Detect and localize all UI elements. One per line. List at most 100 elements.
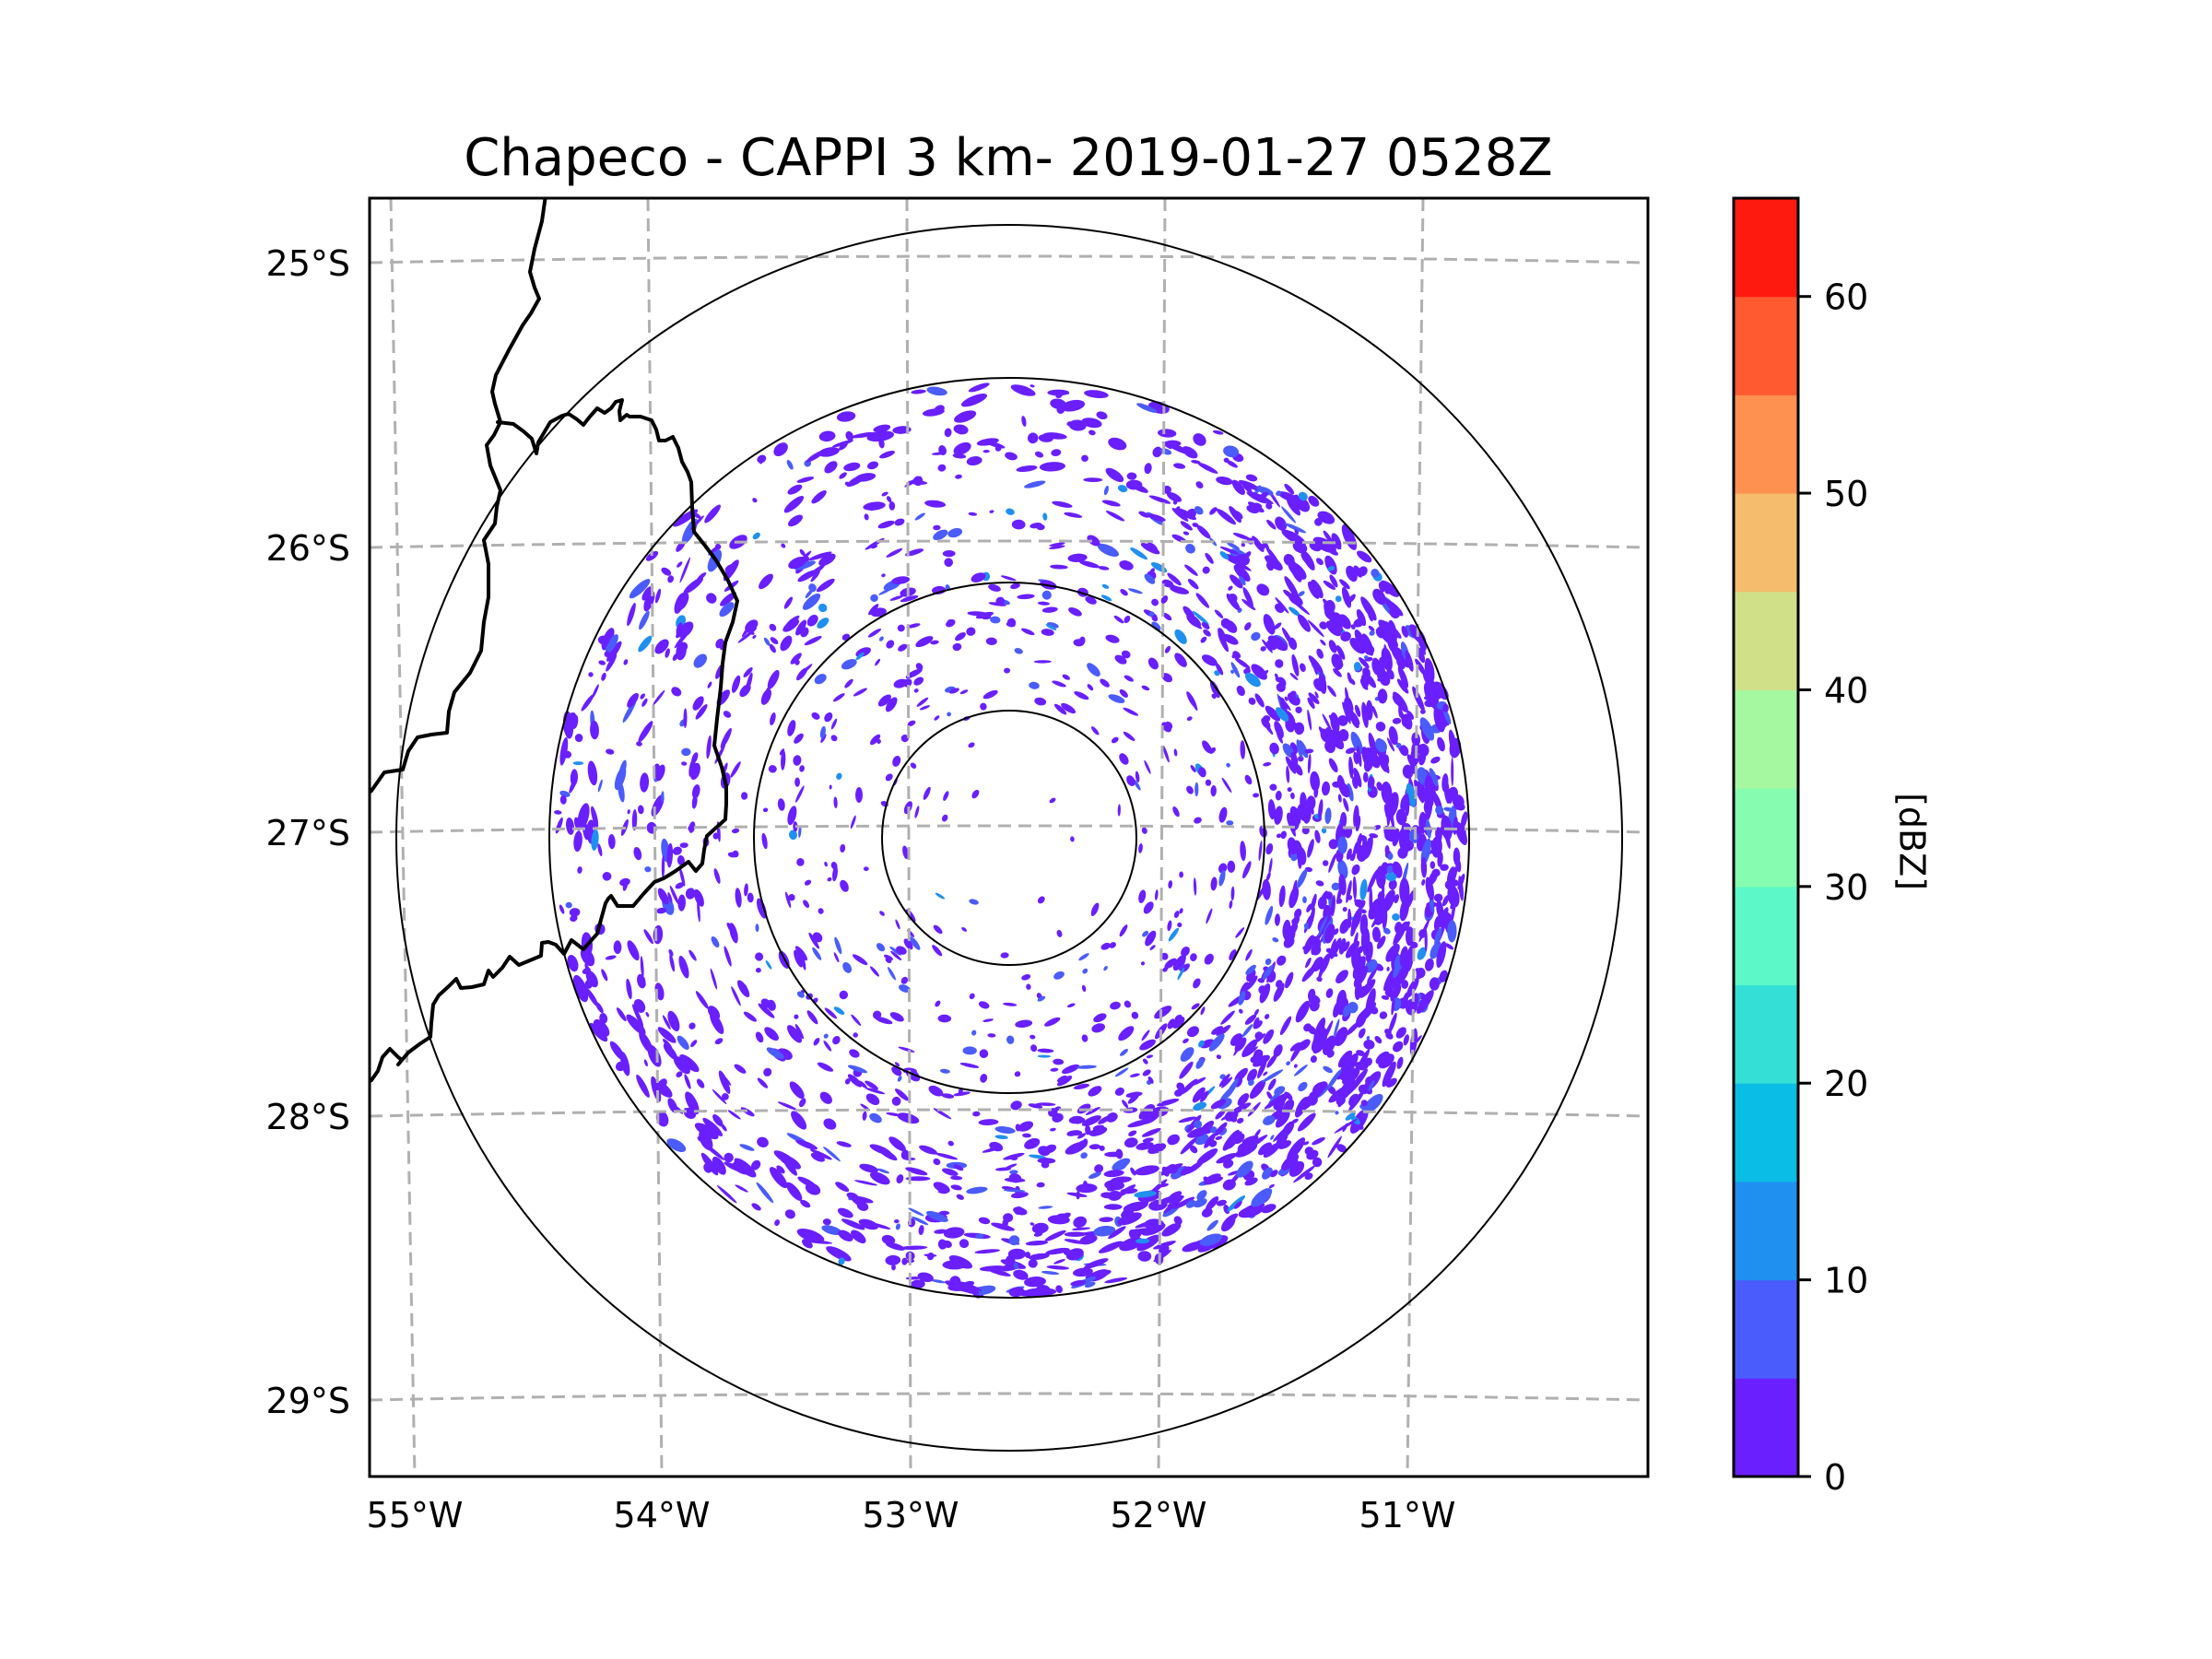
echo <box>1138 889 1147 903</box>
echo <box>793 821 798 832</box>
echo <box>718 1070 731 1094</box>
map-axes <box>368 196 1650 1478</box>
echo <box>1316 648 1324 659</box>
echo <box>1357 550 1372 563</box>
echo <box>1185 543 1195 554</box>
echo <box>643 1059 648 1067</box>
echo <box>1173 463 1186 469</box>
echo <box>601 672 606 681</box>
echo <box>1337 836 1347 854</box>
echo <box>928 1085 944 1097</box>
echo <box>1164 645 1171 653</box>
echo <box>1277 677 1287 687</box>
echo <box>1259 544 1265 550</box>
echo <box>968 742 975 748</box>
echo <box>752 498 758 503</box>
echo <box>1144 759 1151 774</box>
colorbar-band <box>1734 198 1798 298</box>
echo <box>1255 883 1267 901</box>
echo <box>1298 491 1308 501</box>
echo <box>1278 885 1286 908</box>
echo <box>905 1176 931 1182</box>
echo <box>915 636 934 648</box>
echo <box>1130 547 1147 560</box>
echo <box>806 614 818 627</box>
echo <box>743 667 753 677</box>
echo <box>712 1114 724 1127</box>
echo <box>1263 1036 1270 1042</box>
echo <box>1333 1018 1340 1038</box>
echo <box>770 637 779 644</box>
echo <box>1173 748 1178 757</box>
echo <box>1206 908 1213 924</box>
echo <box>1359 900 1366 910</box>
echo <box>1147 542 1159 553</box>
echo <box>1275 790 1282 801</box>
echo <box>1174 629 1187 644</box>
echo <box>907 720 916 727</box>
echo <box>1382 889 1395 912</box>
echo <box>1308 495 1320 507</box>
echo <box>593 1018 610 1037</box>
echo <box>1193 1101 1207 1112</box>
echo <box>1245 948 1253 961</box>
echo <box>1168 1227 1173 1231</box>
echo <box>1286 711 1296 724</box>
echo <box>1180 1047 1194 1062</box>
echo <box>1100 594 1112 602</box>
echo <box>1037 1048 1054 1053</box>
echo <box>795 785 805 803</box>
echo <box>1103 485 1109 496</box>
echo <box>1083 477 1103 483</box>
echo <box>894 518 905 526</box>
echo <box>1229 506 1241 524</box>
echo <box>1003 1189 1026 1193</box>
echo <box>1388 879 1397 890</box>
echo <box>829 784 832 790</box>
echo <box>1431 868 1441 877</box>
echo <box>1275 1111 1290 1128</box>
echo <box>1173 911 1180 919</box>
echo <box>1016 465 1038 473</box>
echo <box>1238 479 1260 490</box>
echo <box>1208 1140 1218 1147</box>
echo <box>944 428 952 438</box>
echo <box>678 955 689 979</box>
echo <box>707 681 712 688</box>
echo <box>685 1091 700 1115</box>
echo <box>1253 1049 1264 1059</box>
echo <box>783 496 805 513</box>
echo <box>1209 507 1218 515</box>
echo <box>1365 1077 1372 1085</box>
echo <box>1395 808 1407 826</box>
echo <box>804 636 822 646</box>
echo <box>1347 895 1353 900</box>
echo <box>1361 701 1369 728</box>
echo <box>959 1281 982 1291</box>
echo <box>1162 745 1170 763</box>
echo <box>824 712 833 723</box>
echo <box>1148 495 1171 504</box>
echo <box>794 733 804 744</box>
echo <box>943 1227 965 1239</box>
echo <box>1419 642 1427 652</box>
echo <box>1218 863 1228 874</box>
echo <box>869 1112 882 1124</box>
echo <box>1014 1206 1023 1216</box>
echo <box>1300 663 1306 673</box>
echo <box>1241 1024 1253 1038</box>
echo <box>1311 893 1317 911</box>
echo <box>876 943 886 952</box>
echo <box>853 1180 878 1186</box>
echo <box>810 1152 825 1162</box>
echo <box>798 825 802 838</box>
echo <box>1375 628 1384 639</box>
echo <box>1392 912 1400 922</box>
echo <box>1218 631 1229 653</box>
echo <box>865 1088 886 1095</box>
echo <box>836 1141 852 1147</box>
echo <box>1138 511 1150 518</box>
echo <box>1418 743 1430 758</box>
echo <box>991 1222 1015 1231</box>
echo <box>1328 758 1338 773</box>
